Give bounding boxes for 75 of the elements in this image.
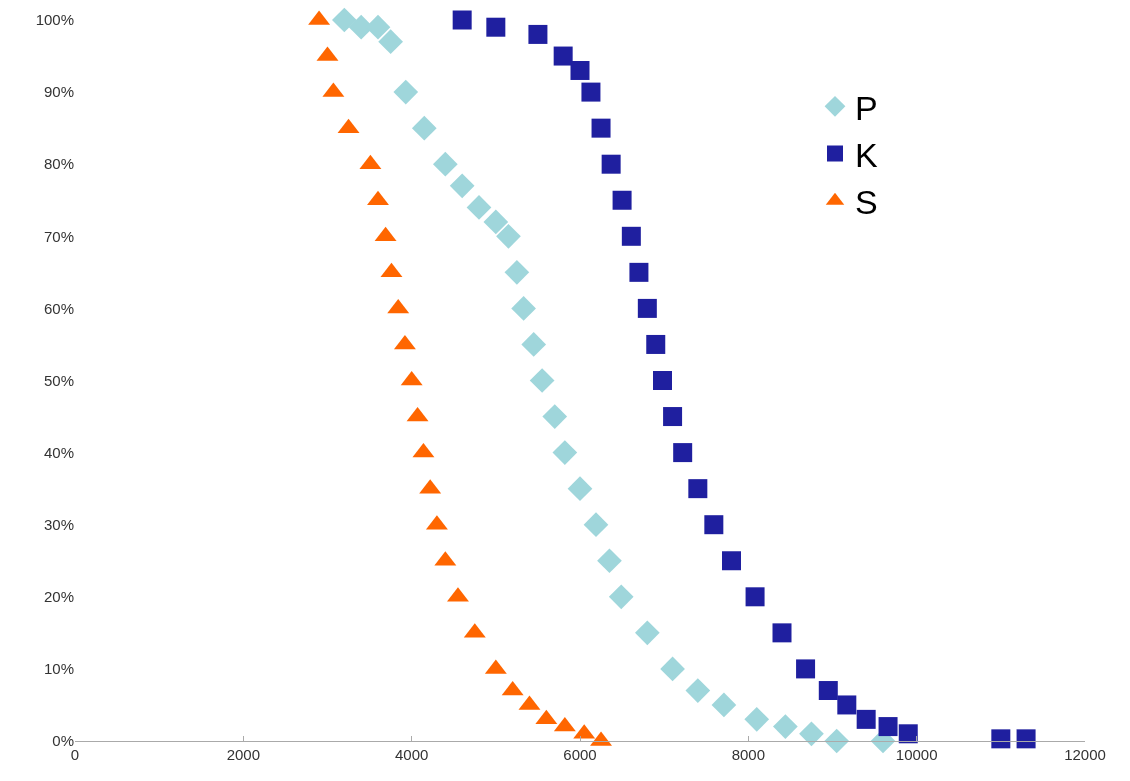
point: [856, 709, 876, 729]
point: [744, 707, 770, 732]
point: [608, 584, 634, 610]
point: [991, 729, 1011, 749]
point: [796, 659, 816, 679]
point: [378, 29, 403, 54]
point: [331, 7, 357, 33]
point: [466, 195, 492, 220]
legend-label: P: [855, 88, 878, 127]
y-tick-label: 20%: [43, 588, 74, 606]
point: [660, 656, 685, 682]
point: [637, 298, 657, 318]
y-tick-label: 30%: [43, 515, 74, 533]
point: [449, 173, 475, 199]
point: [773, 714, 798, 739]
point: [646, 334, 666, 354]
y-tick-label: 80%: [43, 155, 74, 173]
point: [824, 728, 850, 754]
point: [496, 223, 521, 249]
point: [504, 260, 530, 285]
y-tick-label: 40%: [43, 443, 74, 461]
x-tick-label: 4000: [394, 746, 429, 763]
point: [652, 371, 672, 390]
point: [411, 115, 437, 141]
y-tick-label: 100%: [35, 11, 74, 29]
legend-label: K: [855, 135, 878, 174]
point: [597, 548, 622, 574]
point: [818, 681, 838, 701]
point: [673, 443, 693, 463]
point: [601, 154, 621, 174]
point: [745, 587, 765, 607]
legend-label: S: [855, 182, 878, 221]
x-tick-label: 12000: [1064, 746, 1106, 763]
point: [629, 262, 649, 282]
point: [704, 515, 724, 535]
point: [486, 17, 506, 37]
point: [621, 226, 641, 246]
point: [529, 368, 555, 393]
point: [511, 296, 536, 321]
x-tick-label: 8000: [731, 746, 766, 763]
x-tick-label: 10000: [895, 746, 938, 763]
y-tick-label: 10%: [43, 660, 74, 678]
y-tick-label: 90%: [43, 83, 74, 101]
point: [634, 620, 660, 646]
x-tick-label: 2000: [226, 746, 261, 763]
point: [722, 551, 741, 571]
point: [898, 724, 918, 744]
point: [612, 190, 632, 210]
point: [552, 440, 578, 465]
point: [685, 678, 711, 703]
point: [570, 60, 590, 80]
point: [521, 332, 547, 357]
point: [688, 479, 708, 499]
x-tick-label: 6000: [563, 746, 597, 763]
point: [772, 623, 792, 643]
point: [711, 692, 737, 718]
y-tick-label: 50%: [43, 371, 74, 389]
point: [483, 209, 509, 235]
point: [432, 151, 458, 177]
y-tick-label: 70%: [43, 227, 74, 245]
point: [878, 717, 898, 737]
y-tick-label: 60%: [43, 299, 74, 317]
point: [528, 24, 548, 44]
point: [591, 118, 611, 138]
point: [581, 82, 601, 102]
point: [542, 404, 568, 429]
point: [452, 10, 472, 30]
point: [1016, 729, 1036, 749]
point: [567, 476, 593, 501]
point: [837, 695, 857, 715]
point: [663, 407, 683, 427]
point: [553, 46, 573, 66]
point: [393, 79, 419, 105]
point: [799, 721, 824, 747]
point: [583, 512, 609, 538]
